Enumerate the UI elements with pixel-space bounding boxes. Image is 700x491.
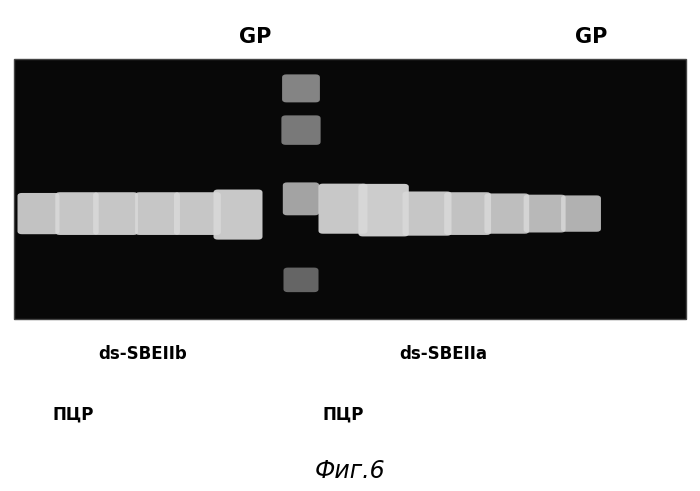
- Bar: [14, 59, 686, 319]
- FancyBboxPatch shape: [318, 184, 368, 234]
- FancyBboxPatch shape: [214, 190, 262, 240]
- FancyBboxPatch shape: [282, 75, 320, 103]
- FancyBboxPatch shape: [281, 115, 321, 145]
- FancyBboxPatch shape: [444, 192, 491, 235]
- FancyBboxPatch shape: [55, 192, 99, 235]
- FancyBboxPatch shape: [135, 192, 180, 235]
- FancyBboxPatch shape: [484, 193, 529, 234]
- FancyBboxPatch shape: [283, 183, 319, 215]
- Text: Фиг.6: Фиг.6: [315, 460, 385, 483]
- Text: ПЦР: ПЦР: [322, 406, 363, 424]
- FancyBboxPatch shape: [18, 193, 60, 234]
- Text: ПЦР: ПЦР: [52, 406, 94, 424]
- FancyBboxPatch shape: [174, 192, 220, 235]
- FancyBboxPatch shape: [402, 191, 452, 236]
- FancyBboxPatch shape: [284, 268, 318, 292]
- Text: ds-SBEIIa: ds-SBEIIa: [399, 345, 487, 362]
- FancyBboxPatch shape: [524, 195, 566, 233]
- Text: ds-SBEIIb: ds-SBEIIb: [98, 345, 187, 362]
- FancyBboxPatch shape: [561, 195, 601, 232]
- FancyBboxPatch shape: [358, 184, 409, 237]
- Text: GP: GP: [239, 27, 272, 47]
- Text: GP: GP: [575, 27, 608, 47]
- FancyBboxPatch shape: [93, 192, 138, 235]
